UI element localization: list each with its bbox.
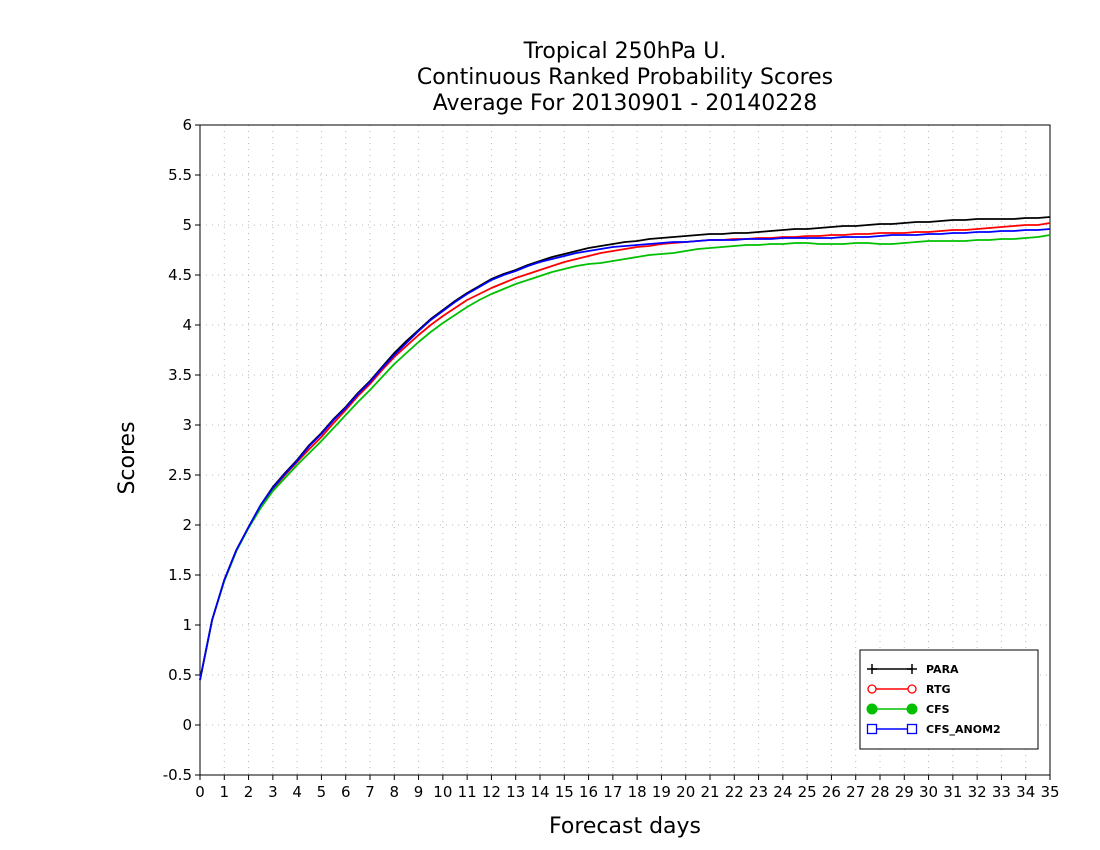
x-tick-label: 30 [919, 783, 938, 801]
x-tick-label: 8 [390, 783, 400, 801]
legend-label: CFS [926, 703, 950, 716]
legend-label: PARA [926, 663, 959, 676]
y-tick-label: 4.5 [168, 266, 192, 284]
x-tick-label: 35 [1040, 783, 1059, 801]
legend-items: PARA RTG CFS CFS_ANOM2 [866, 663, 1001, 736]
x-tick-label: 21 [700, 783, 719, 801]
x-tick-label: 32 [968, 783, 987, 801]
x-tick-label: 10 [433, 783, 452, 801]
y-tick-label: 1.5 [168, 566, 192, 584]
chart-title: Tropical 250hPa U. Continuous Ranked Pro… [417, 39, 833, 116]
legend-marker-circle [907, 684, 917, 694]
legend-box [859, 649, 1039, 750]
x-tick-label: 28 [870, 783, 889, 801]
title-line-1: Tropical 250hPa U. [523, 39, 727, 64]
series-line-cfs-anom2 [199, 228, 1051, 681]
legend-marker-square [866, 723, 878, 735]
y-axis-label: Scores [115, 421, 140, 494]
legend-item: RTG [867, 683, 951, 696]
series-lines [199, 216, 1051, 681]
x-tick-label: 6 [341, 783, 351, 801]
legend: PARA RTG CFS CFS_ANOM2 [859, 649, 1039, 750]
x-tick-label: 5 [317, 783, 327, 801]
x-tick-label: 24 [773, 783, 792, 801]
x-tick-label: 7 [365, 783, 375, 801]
legend-item: CFS [866, 703, 950, 716]
x-tick-label: 17 [603, 783, 622, 801]
series-line-para [199, 216, 1051, 681]
y-tick-label: 2.5 [168, 466, 192, 484]
y-tick-label: 2 [182, 516, 192, 534]
x-tick-label: 12 [482, 783, 501, 801]
x-tick-label: 22 [725, 783, 744, 801]
x-tick-label: 34 [1016, 783, 1035, 801]
x-tick-label: 1 [220, 783, 230, 801]
x-tick-label: 26 [822, 783, 841, 801]
series-line-rtg [199, 222, 1051, 681]
legend-item: PARA [867, 663, 959, 676]
x-tick-label: 31 [943, 783, 962, 801]
legend-marker-dot [866, 703, 878, 715]
x-axis-label: Forecast days [549, 814, 701, 839]
title-line-3: Average For 20130901 - 20140228 [433, 91, 818, 116]
legend-marker-plus [907, 664, 917, 674]
legend-marker-plus [867, 664, 877, 674]
y-tick-label: 5 [182, 216, 192, 234]
x-tick-label: 25 [798, 783, 817, 801]
x-tick-label: 18 [628, 783, 647, 801]
x-tick-label: 29 [895, 783, 914, 801]
x-tick-label: 27 [846, 783, 865, 801]
x-tick-label: 9 [414, 783, 424, 801]
x-tick-label: 33 [992, 783, 1011, 801]
x-tick-label: 3 [268, 783, 278, 801]
x-tick-label: 16 [579, 783, 598, 801]
x-tick-label: 11 [458, 783, 477, 801]
y-tick-label: 6 [182, 116, 192, 134]
x-tick-label: 4 [292, 783, 302, 801]
y-tick-label: 5.5 [168, 166, 192, 184]
x-tick-label: 0 [195, 783, 205, 801]
y-tick-label: 3 [182, 416, 192, 434]
legend-marker-square [906, 723, 918, 735]
x-tick-label: 2 [244, 783, 254, 801]
x-tick-label: 19 [652, 783, 671, 801]
y-tick-label: 0 [182, 716, 192, 734]
x-tick-label: 13 [506, 783, 525, 801]
legend-marker-dot [906, 703, 918, 715]
y-tick-label: 1 [182, 616, 192, 634]
x-tick-label: 20 [676, 783, 695, 801]
y-tick-label: -0.5 [163, 766, 192, 784]
legend-item: CFS_ANOM2 [866, 723, 1001, 736]
y-tick-label: 0.5 [168, 666, 192, 684]
series-line-cfs [199, 234, 1051, 681]
legend-label: CFS_ANOM2 [926, 723, 1001, 736]
x-tick-label: 23 [749, 783, 768, 801]
y-tick-label: 3.5 [168, 366, 192, 384]
x-tick-label: 15 [555, 783, 574, 801]
legend-label: RTG [926, 683, 951, 696]
y-tick-label: 4 [182, 316, 192, 334]
axis-ticks: 0 1 2 3 4 5 6 7 8 9 10 11 12 13 14 15 16 17 18 19 20 21 22 23 24… [163, 116, 1060, 801]
plot-frame [199, 124, 1051, 776]
legend-marker-circle [867, 684, 877, 694]
x-tick-label: 14 [530, 783, 549, 801]
title-line-2: Continuous Ranked Probability Scores [417, 65, 833, 90]
